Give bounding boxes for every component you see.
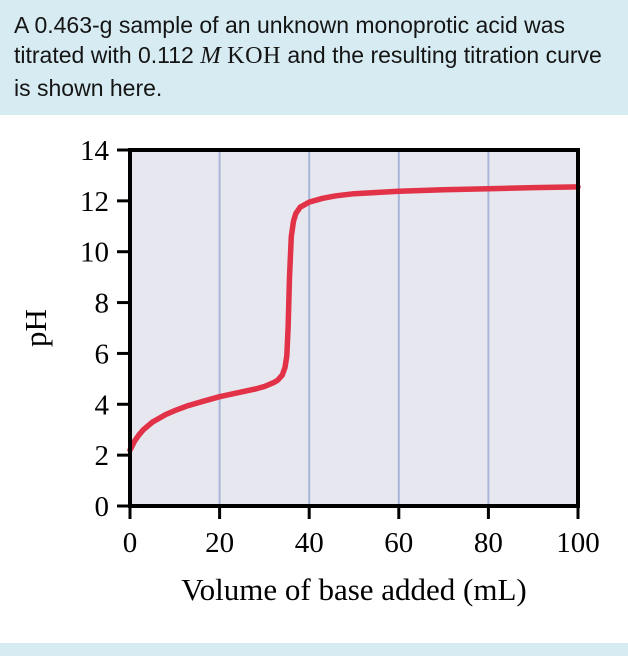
titration-chart-svg: 0 20 40 60 80 100 0 2 4 6 8 10 12 14 Volume of base ad… [18,135,600,607]
problem-text-before: A 0.463-g sample of an unknown monoproti… [14,12,566,69]
titration-curve-line [127,184,581,454]
x-tick-label: 20 [205,527,234,559]
plot-background [130,150,578,507]
y-tick-label: 0 [95,491,110,523]
x-tick-label: 40 [295,527,324,559]
molarity-symbol: M [200,42,221,70]
y-tick-label: 14 [80,135,110,167]
y-tick-label: 4 [95,389,110,421]
y-tick-label: 2 [95,440,110,472]
problem-statement: A 0.463-g sample of an unknown monoproti… [0,0,628,116]
y-axis-label: pH [18,309,53,347]
x-axis-label: Volume of base added (mL) [181,572,527,607]
titration-chart-panel: 0 20 40 60 80 100 0 2 4 6 8 10 12 14 Volume of base ad… [0,115,628,644]
y-tick-label: 12 [80,186,109,218]
x-tick-label: 0 [123,527,138,559]
x-tick-label: 100 [556,527,600,559]
y-tick-label: 10 [80,237,109,269]
x-tick-label: 60 [384,527,413,559]
x-tick-label: 80 [474,527,503,559]
plot-border [128,148,580,509]
y-tick-label: 6 [95,339,110,371]
compound-formula: KOH [227,42,281,70]
y-tick-label: 8 [95,288,110,320]
problem-text-after: and the resulting titration curve is sho… [14,42,602,101]
